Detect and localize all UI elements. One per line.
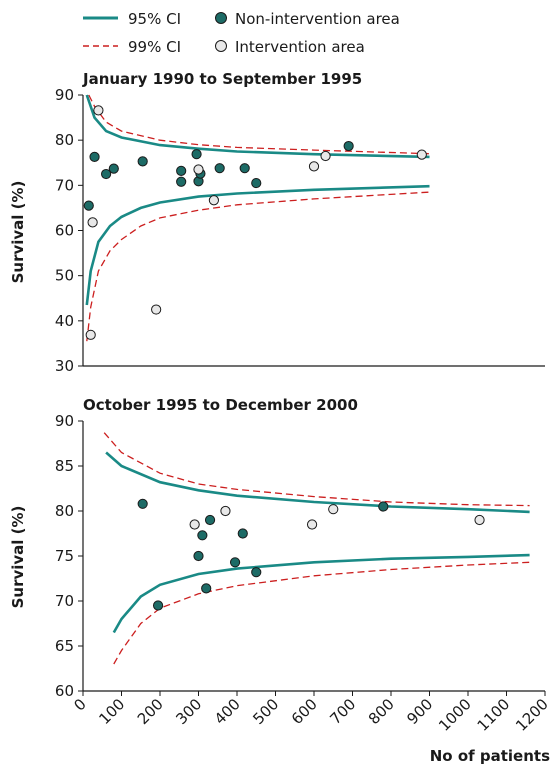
non-intervention-point [229,557,241,568]
non-intervention-point [176,176,187,187]
x-tick-label: 800 [365,695,398,728]
y-axis-label: Survival (%) [9,181,27,284]
intervention-point [189,519,200,530]
y-tick-label: 30 [55,357,74,375]
intervention-point [151,304,162,315]
x-tick-label: 500 [249,695,282,728]
panel-title: October 1995 to December 2000 [83,396,358,414]
legend-ci95-label: 95% CI [128,10,181,28]
intervention-point [306,519,318,530]
ci95-upper-line [105,451,530,514]
intervention-point [85,329,96,340]
legend-non-intervention-marker [215,12,227,24]
panel-title: January 1990 to September 1995 [82,70,362,88]
non-intervention-point [239,163,250,174]
x-tick-label: 900 [403,695,436,728]
non-intervention-point [137,498,148,509]
non-intervention-point [191,149,202,160]
y-tick-label: 65 [55,637,74,655]
x-tick-label: 1000 [435,695,475,735]
y-tick-label: 60 [55,682,74,700]
panel-1990-1995: January 1990 to September 1995 Survival … [9,70,545,375]
x-tick-label: 300 [172,695,205,728]
intervention-point [416,149,427,160]
legend-non-intervention-label: Non-intervention area [235,10,400,28]
x-axis-label: No of patients [430,747,550,765]
non-intervention-point [193,550,204,562]
ci99-lower-line [86,191,430,342]
y-tick-label: 70 [55,176,74,194]
y-tick-label: 75 [55,547,74,565]
ci99-upper-line [103,432,530,507]
non-intervention-point [251,567,262,578]
non-intervention-point [197,530,208,541]
intervention-point [474,514,485,526]
non-intervention-point [108,163,119,174]
non-intervention-point [204,514,216,526]
intervention-point [193,164,204,175]
non-intervention-point [152,600,164,611]
intervention-point [328,504,339,515]
non-intervention-point [137,156,148,167]
intervention-point [93,105,104,116]
non-intervention-point [251,177,262,189]
x-tick-label: 100 [95,695,128,728]
non-intervention-point [89,151,100,162]
intervention-point [87,217,98,228]
y-tick-label: 90 [55,412,74,430]
x-tick-label: 0 [70,695,89,714]
y-tick-label: 40 [55,312,74,330]
ci95-lower-line [85,184,430,306]
non-intervention-point [101,168,112,180]
y-tick-label: 50 [55,267,74,285]
intervention-point [320,150,331,162]
y-tick-label: 90 [55,86,74,104]
ci99-lower-line [113,561,530,665]
y-tick-label: 85 [55,457,74,475]
y-axis-label: Survival (%) [9,506,27,609]
ci99-upper-line [88,94,430,155]
y-tick-label: 80 [55,502,74,520]
x-tick-label: 200 [134,695,167,728]
panel-1995-2000: October 1995 to December 2000 Survival (… [9,396,552,765]
non-intervention-point [83,200,94,211]
intervention-point [208,195,219,206]
ci95-upper-line [85,94,430,159]
x-tick-label: 400 [211,695,244,728]
legend-intervention-marker [215,40,227,52]
intervention-point [308,161,320,172]
legend: 95% CI 99% CI Non-intervention area Inte… [83,10,400,56]
non-intervention-point [201,583,212,594]
intervention-point [220,505,231,517]
x-tick-label: 1200 [512,695,552,735]
x-tick-label: 1100 [474,695,514,735]
y-tick-label: 80 [55,131,74,149]
non-intervention-point [214,163,225,174]
non-intervention-point [176,165,187,176]
y-tick-label: 70 [55,592,74,610]
ci95-lower-line [112,553,530,634]
non-intervention-point [343,140,354,152]
y-tick-label: 60 [55,222,74,240]
legend-ci99-label: 99% CI [128,38,181,56]
x-tick-label: 600 [288,695,321,728]
legend-intervention-label: Intervention area [235,38,365,56]
x-tick-label: 700 [326,695,359,728]
plot-area: 30 40 50 60 70 80 90 [55,86,545,375]
non-intervention-point [237,528,248,539]
non-intervention-point [378,501,389,512]
